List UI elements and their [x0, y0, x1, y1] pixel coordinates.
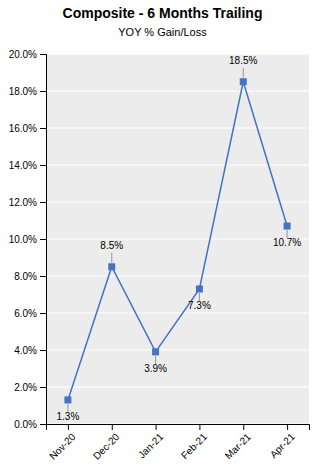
tick-mark	[199, 424, 200, 430]
plot: 0.0% 2.0% 4.0% 6.0% 8.0% 10.0% 12.0% 14.0% 16.0%…	[9, 49, 310, 462]
data-label: 1.3%	[57, 411, 80, 422]
tick-mark	[40, 387, 46, 388]
y-tick: 2.0%	[14, 382, 46, 393]
marker	[108, 263, 115, 270]
tick-label: 4.0%	[14, 345, 37, 356]
tick-label: 12.0%	[9, 197, 37, 208]
data-label: 10.7%	[273, 237, 301, 248]
data-labels: 1.3% 8.5% 3.9% 7.3% 18.5% 10.7%	[57, 55, 302, 422]
tick-label: 8.0%	[14, 271, 37, 282]
chart: Composite - 6 Months Trailing YOY % Gain/…	[0, 0, 325, 476]
tick-label: Feb-21	[179, 431, 209, 461]
data-label: 8.5%	[100, 240, 123, 251]
y-tick: 20.0%	[9, 49, 46, 60]
x-axis: Nov-20 Dec-20 Jan-21 Feb-21 Mar-21 Apr-21	[47, 424, 310, 462]
tick-label: 18.0%	[9, 86, 37, 97]
data-label: 7.3%	[188, 300, 211, 311]
tick-mark	[40, 128, 46, 129]
axis-line	[40, 55, 47, 425]
x-tick: Dec-20	[91, 424, 122, 462]
tick-mark	[40, 276, 46, 277]
grid-line	[46, 313, 309, 314]
tick-label: Nov-20	[47, 431, 78, 462]
tick-mark	[40, 424, 46, 425]
y-tick: 12.0%	[9, 197, 46, 208]
tick-mark	[40, 202, 46, 203]
tick-label: 20.0%	[9, 49, 37, 60]
x-tick: Nov-20	[47, 424, 78, 462]
y-axis: 0.0% 2.0% 4.0% 6.0% 8.0% 10.0% 12.0% 14.0% 16.0%…	[9, 49, 47, 430]
y-tick: 18.0%	[9, 86, 46, 97]
axis-line	[47, 425, 310, 431]
plot-background	[46, 54, 309, 424]
grid-line	[46, 165, 309, 166]
tick-label: 0.0%	[14, 419, 37, 430]
tick-mark	[40, 313, 46, 314]
tick-mark	[40, 239, 46, 240]
x-tick: Feb-21	[179, 424, 209, 461]
title: Composite - 6 Months Trailing	[63, 5, 263, 21]
grid-line	[46, 276, 309, 277]
x-tick: Mar-21	[223, 424, 253, 461]
grid-line	[46, 202, 309, 203]
marker	[196, 285, 203, 292]
series	[64, 78, 290, 403]
tick-label: 10.0%	[9, 234, 37, 245]
tick-mark	[112, 424, 113, 430]
tick-label: Jan-21	[136, 431, 166, 461]
marker	[64, 396, 71, 403]
tick-label: 6.0%	[14, 308, 37, 319]
y-tick: 10.0%	[9, 234, 46, 245]
y-tick: 4.0%	[14, 345, 46, 356]
data-label: 3.9%	[144, 363, 167, 374]
tick-mark	[156, 424, 157, 430]
tick-mark	[40, 91, 46, 92]
y-tick: 8.0%	[14, 271, 46, 282]
y-tick: 16.0%	[9, 123, 46, 134]
leader-line	[243, 68, 244, 78]
marker	[152, 348, 159, 355]
subtitle: YOY % Gain/Loss	[118, 26, 207, 38]
tick-label: 14.0%	[9, 160, 37, 171]
x-tick: Apr-21	[268, 424, 297, 460]
marker	[284, 223, 291, 230]
x-tick: Jan-21	[136, 424, 166, 460]
grid-line	[46, 128, 309, 129]
grid-line	[46, 91, 309, 92]
y-tick: 14.0%	[9, 160, 46, 171]
leader-line	[111, 253, 112, 263]
tick-label: Mar-21	[223, 431, 253, 461]
grid-line	[46, 387, 309, 388]
tick-mark	[40, 54, 46, 55]
grid-line	[46, 54, 309, 55]
tick-mark	[68, 424, 69, 430]
grid-line	[46, 350, 309, 351]
y-tick: 6.0%	[14, 308, 46, 319]
tick-label: Apr-21	[268, 431, 297, 460]
tick-mark	[243, 424, 244, 430]
grid	[46, 54, 309, 424]
tick-mark	[40, 165, 46, 166]
marker	[240, 78, 247, 85]
data-label: 18.5%	[229, 55, 257, 66]
grid-line	[46, 239, 309, 240]
tick-label: 16.0%	[9, 123, 37, 134]
tick-label: Dec-20	[91, 431, 122, 462]
tick-mark	[287, 424, 288, 430]
line	[68, 82, 287, 400]
y-tick: 0.0%	[14, 419, 46, 430]
tick-label: 2.0%	[14, 382, 37, 393]
tick-mark	[40, 350, 46, 351]
